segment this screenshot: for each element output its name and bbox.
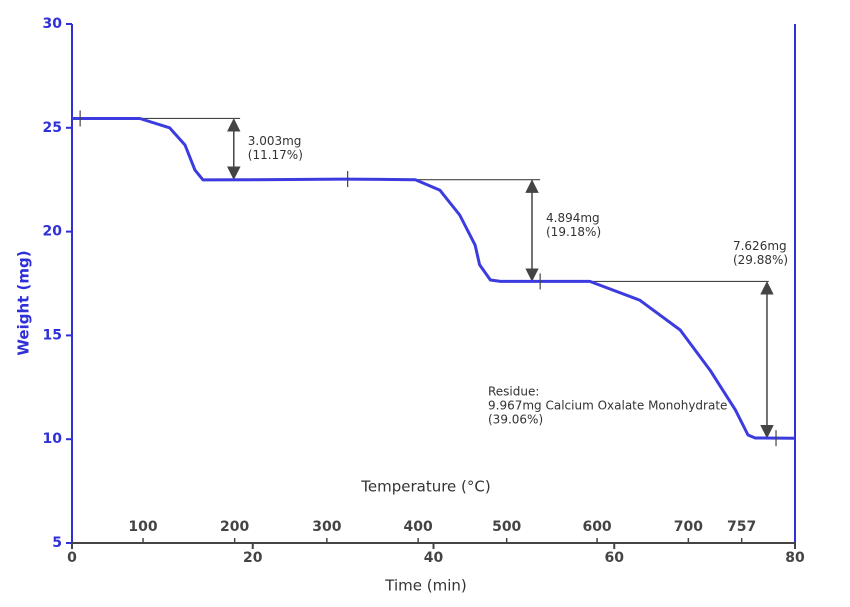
y-tick-label: 15 bbox=[43, 327, 62, 343]
temperature-tick-label: 200 bbox=[220, 519, 249, 535]
y-tick-label: 5 bbox=[52, 535, 62, 551]
temperature-tick-label: 757 bbox=[727, 519, 756, 535]
y-tick-label: 25 bbox=[43, 120, 62, 136]
y-tick-label: 20 bbox=[43, 224, 63, 240]
top-axis-title: Temperature (°C) bbox=[360, 478, 490, 496]
x-tick-label: 20 bbox=[243, 550, 263, 566]
step-label: 3.003mg bbox=[248, 134, 302, 148]
temperature-tick-label: 700 bbox=[674, 519, 703, 535]
step-label: 4.894mg bbox=[546, 211, 600, 225]
residue-note: Residue: bbox=[488, 385, 539, 399]
temperature-tick-label: 500 bbox=[492, 519, 521, 535]
step-percent: (29.88%) bbox=[733, 253, 788, 267]
y-axis-title: Weight (mg) bbox=[15, 250, 33, 355]
step-percent: (19.18%) bbox=[546, 225, 601, 239]
residue-note: 9.967mg Calcium Oxalate Monohydrate bbox=[488, 399, 727, 413]
x-tick-label: 60 bbox=[605, 550, 625, 566]
x-axis-title: Time (min) bbox=[384, 577, 466, 595]
temperature-tick-label: 400 bbox=[404, 519, 433, 535]
x-tick-label: 40 bbox=[424, 550, 444, 566]
x-tick-label: 80 bbox=[785, 550, 805, 566]
temperature-tick-label: 600 bbox=[582, 519, 611, 535]
step-percent: (11.17%) bbox=[248, 148, 303, 162]
temperature-tick-label: 100 bbox=[128, 519, 157, 535]
y-tick-label: 30 bbox=[43, 16, 63, 32]
x-tick-label: 0 bbox=[67, 550, 77, 566]
step-label: 7.626mg bbox=[733, 239, 787, 253]
weight-curve bbox=[72, 117, 796, 440]
temperature-tick-label: 300 bbox=[312, 519, 341, 535]
residue-note: (39.06%) bbox=[488, 413, 543, 427]
y-tick-label: 10 bbox=[43, 431, 63, 447]
